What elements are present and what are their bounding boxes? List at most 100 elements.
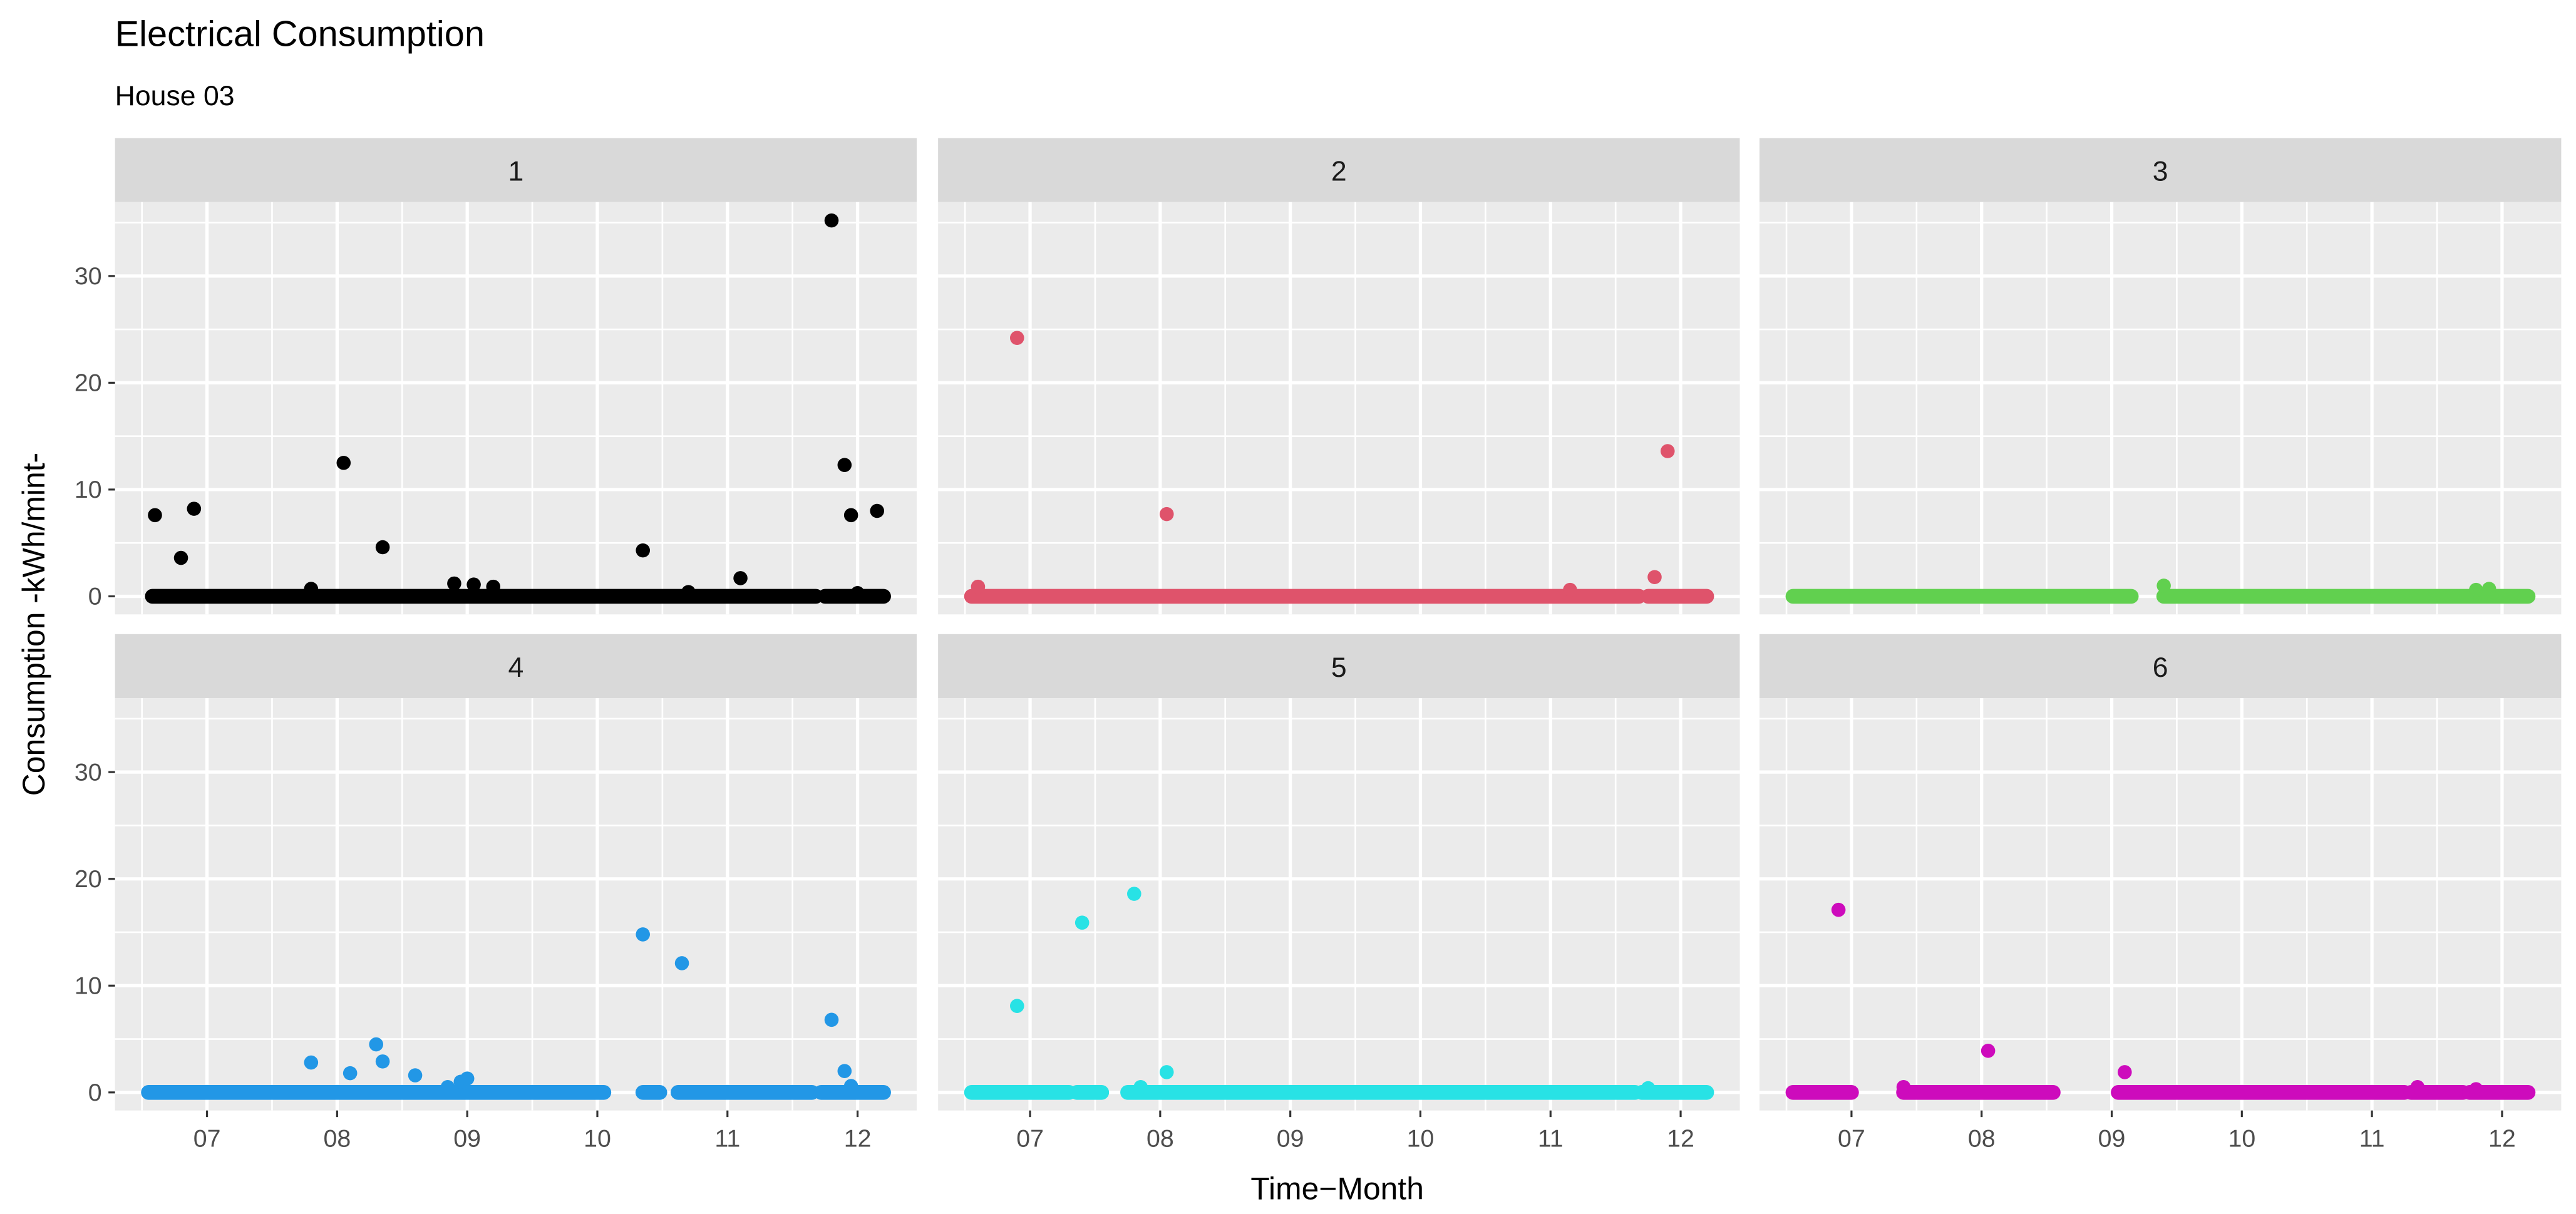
data-point bbox=[837, 1064, 852, 1078]
data-point bbox=[1127, 887, 1141, 901]
data-point bbox=[408, 1068, 423, 1083]
data-point-cluster bbox=[1120, 1085, 1643, 1100]
panel-background bbox=[115, 202, 917, 615]
panel-background bbox=[1759, 698, 2562, 1111]
data-point bbox=[2469, 1082, 2483, 1096]
y-tick-label: 10 bbox=[75, 476, 102, 503]
data-point bbox=[843, 1079, 858, 1093]
facet-strip-label: 4 bbox=[508, 652, 523, 683]
data-point bbox=[2410, 1080, 2425, 1094]
facet-strip bbox=[1759, 634, 2562, 699]
data-point bbox=[733, 571, 748, 585]
facet-strip bbox=[1759, 138, 2562, 202]
data-point bbox=[466, 577, 481, 592]
data-point bbox=[486, 579, 501, 594]
x-tick-label: 07 bbox=[1016, 1124, 1044, 1152]
data-point-cluster bbox=[1785, 589, 2139, 604]
data-point bbox=[447, 576, 461, 591]
facet-strip-label: 5 bbox=[1331, 652, 1347, 683]
data-point bbox=[375, 540, 390, 555]
x-tick-label: 12 bbox=[844, 1124, 872, 1152]
x-tick-label: 10 bbox=[1407, 1124, 1435, 1152]
data-point bbox=[173, 550, 188, 565]
data-point bbox=[1010, 999, 1024, 1013]
x-tick-label: 12 bbox=[2488, 1124, 2516, 1152]
data-point bbox=[1133, 1080, 1148, 1094]
facet-strip bbox=[938, 634, 1740, 699]
x-tick-label: 08 bbox=[1968, 1124, 1996, 1152]
y-tick-label: 10 bbox=[75, 972, 102, 999]
panel-background bbox=[938, 698, 1740, 1111]
data-point bbox=[837, 458, 852, 472]
data-point-cluster bbox=[1896, 1085, 2061, 1100]
data-point bbox=[1896, 1080, 1911, 1094]
facet-strip bbox=[115, 138, 917, 202]
x-tick-label: 10 bbox=[2228, 1124, 2255, 1152]
data-point bbox=[971, 579, 986, 594]
x-tick-label: 09 bbox=[453, 1124, 481, 1152]
data-point bbox=[375, 1054, 390, 1069]
data-point bbox=[304, 1055, 319, 1070]
data-point bbox=[1831, 902, 1846, 917]
y-tick-label: 30 bbox=[75, 262, 102, 290]
data-point-cluster bbox=[964, 589, 1647, 604]
panel-background bbox=[1759, 202, 2562, 615]
y-tick-label: 30 bbox=[75, 758, 102, 786]
facet-panel-4: 4 0 10 20 30 07 08 09 10 11 12 bbox=[75, 634, 917, 1152]
data-point bbox=[636, 927, 650, 942]
y-tick-label: 0 bbox=[88, 1079, 102, 1106]
data-point bbox=[148, 508, 162, 523]
y-tick-label: 20 bbox=[75, 865, 102, 893]
facet-panel-3: 3 bbox=[1759, 138, 2562, 615]
facet-strip bbox=[938, 138, 1740, 202]
data-point bbox=[1074, 915, 1090, 930]
x-tick-label: 08 bbox=[324, 1124, 351, 1152]
data-point bbox=[1641, 1081, 1656, 1096]
data-point bbox=[1159, 1065, 1174, 1079]
data-point bbox=[2118, 1065, 2132, 1079]
data-point bbox=[187, 502, 202, 516]
facet-strip bbox=[115, 634, 917, 699]
data-point bbox=[304, 582, 319, 596]
facet-panel-5: 5 07 08 09 10 11 12 bbox=[938, 634, 1740, 1152]
data-point-cluster bbox=[1785, 1085, 1859, 1100]
facet-panel-2: 2 bbox=[938, 138, 1740, 615]
facet-strip-label: 1 bbox=[508, 157, 523, 187]
data-point bbox=[2481, 582, 2496, 596]
x-tick-label: 09 bbox=[1277, 1124, 1304, 1152]
x-tick-label: 11 bbox=[1538, 1124, 1564, 1152]
x-tick-label: 09 bbox=[2098, 1124, 2126, 1152]
data-point bbox=[1647, 570, 1662, 585]
data-point bbox=[843, 508, 858, 523]
data-point bbox=[636, 543, 650, 558]
data-point bbox=[343, 1066, 358, 1081]
data-point bbox=[369, 1037, 384, 1052]
data-point bbox=[440, 1080, 455, 1094]
data-point bbox=[1981, 1044, 1996, 1058]
x-tick-label: 07 bbox=[1838, 1124, 1865, 1152]
data-point bbox=[1159, 507, 1174, 522]
facet-strip-label: 3 bbox=[2153, 157, 2168, 187]
x-tick-label: 08 bbox=[1146, 1124, 1174, 1152]
x-tick-label: 07 bbox=[193, 1124, 221, 1152]
x-tick-label: 10 bbox=[584, 1124, 611, 1152]
panel-background bbox=[115, 698, 917, 1111]
x-axis-title: Time−Month bbox=[1250, 1171, 1424, 1206]
data-point-cluster bbox=[2156, 589, 2536, 604]
data-point bbox=[2156, 579, 2171, 593]
x-tick-label: 11 bbox=[714, 1124, 740, 1152]
y-tick-label: 20 bbox=[75, 369, 102, 396]
facet-panel-6: 6 07 08 09 10 11 12 bbox=[1759, 634, 2562, 1152]
data-point bbox=[1661, 444, 1675, 458]
data-point bbox=[336, 455, 351, 470]
data-point bbox=[870, 503, 885, 518]
x-tick-label: 12 bbox=[1667, 1124, 1694, 1152]
data-point bbox=[824, 213, 839, 228]
data-point bbox=[674, 956, 689, 970]
facet-strip-label: 2 bbox=[1331, 157, 1347, 187]
panel-background bbox=[938, 202, 1740, 615]
data-point-cluster bbox=[964, 1085, 1077, 1100]
data-point-cluster bbox=[671, 1085, 820, 1100]
